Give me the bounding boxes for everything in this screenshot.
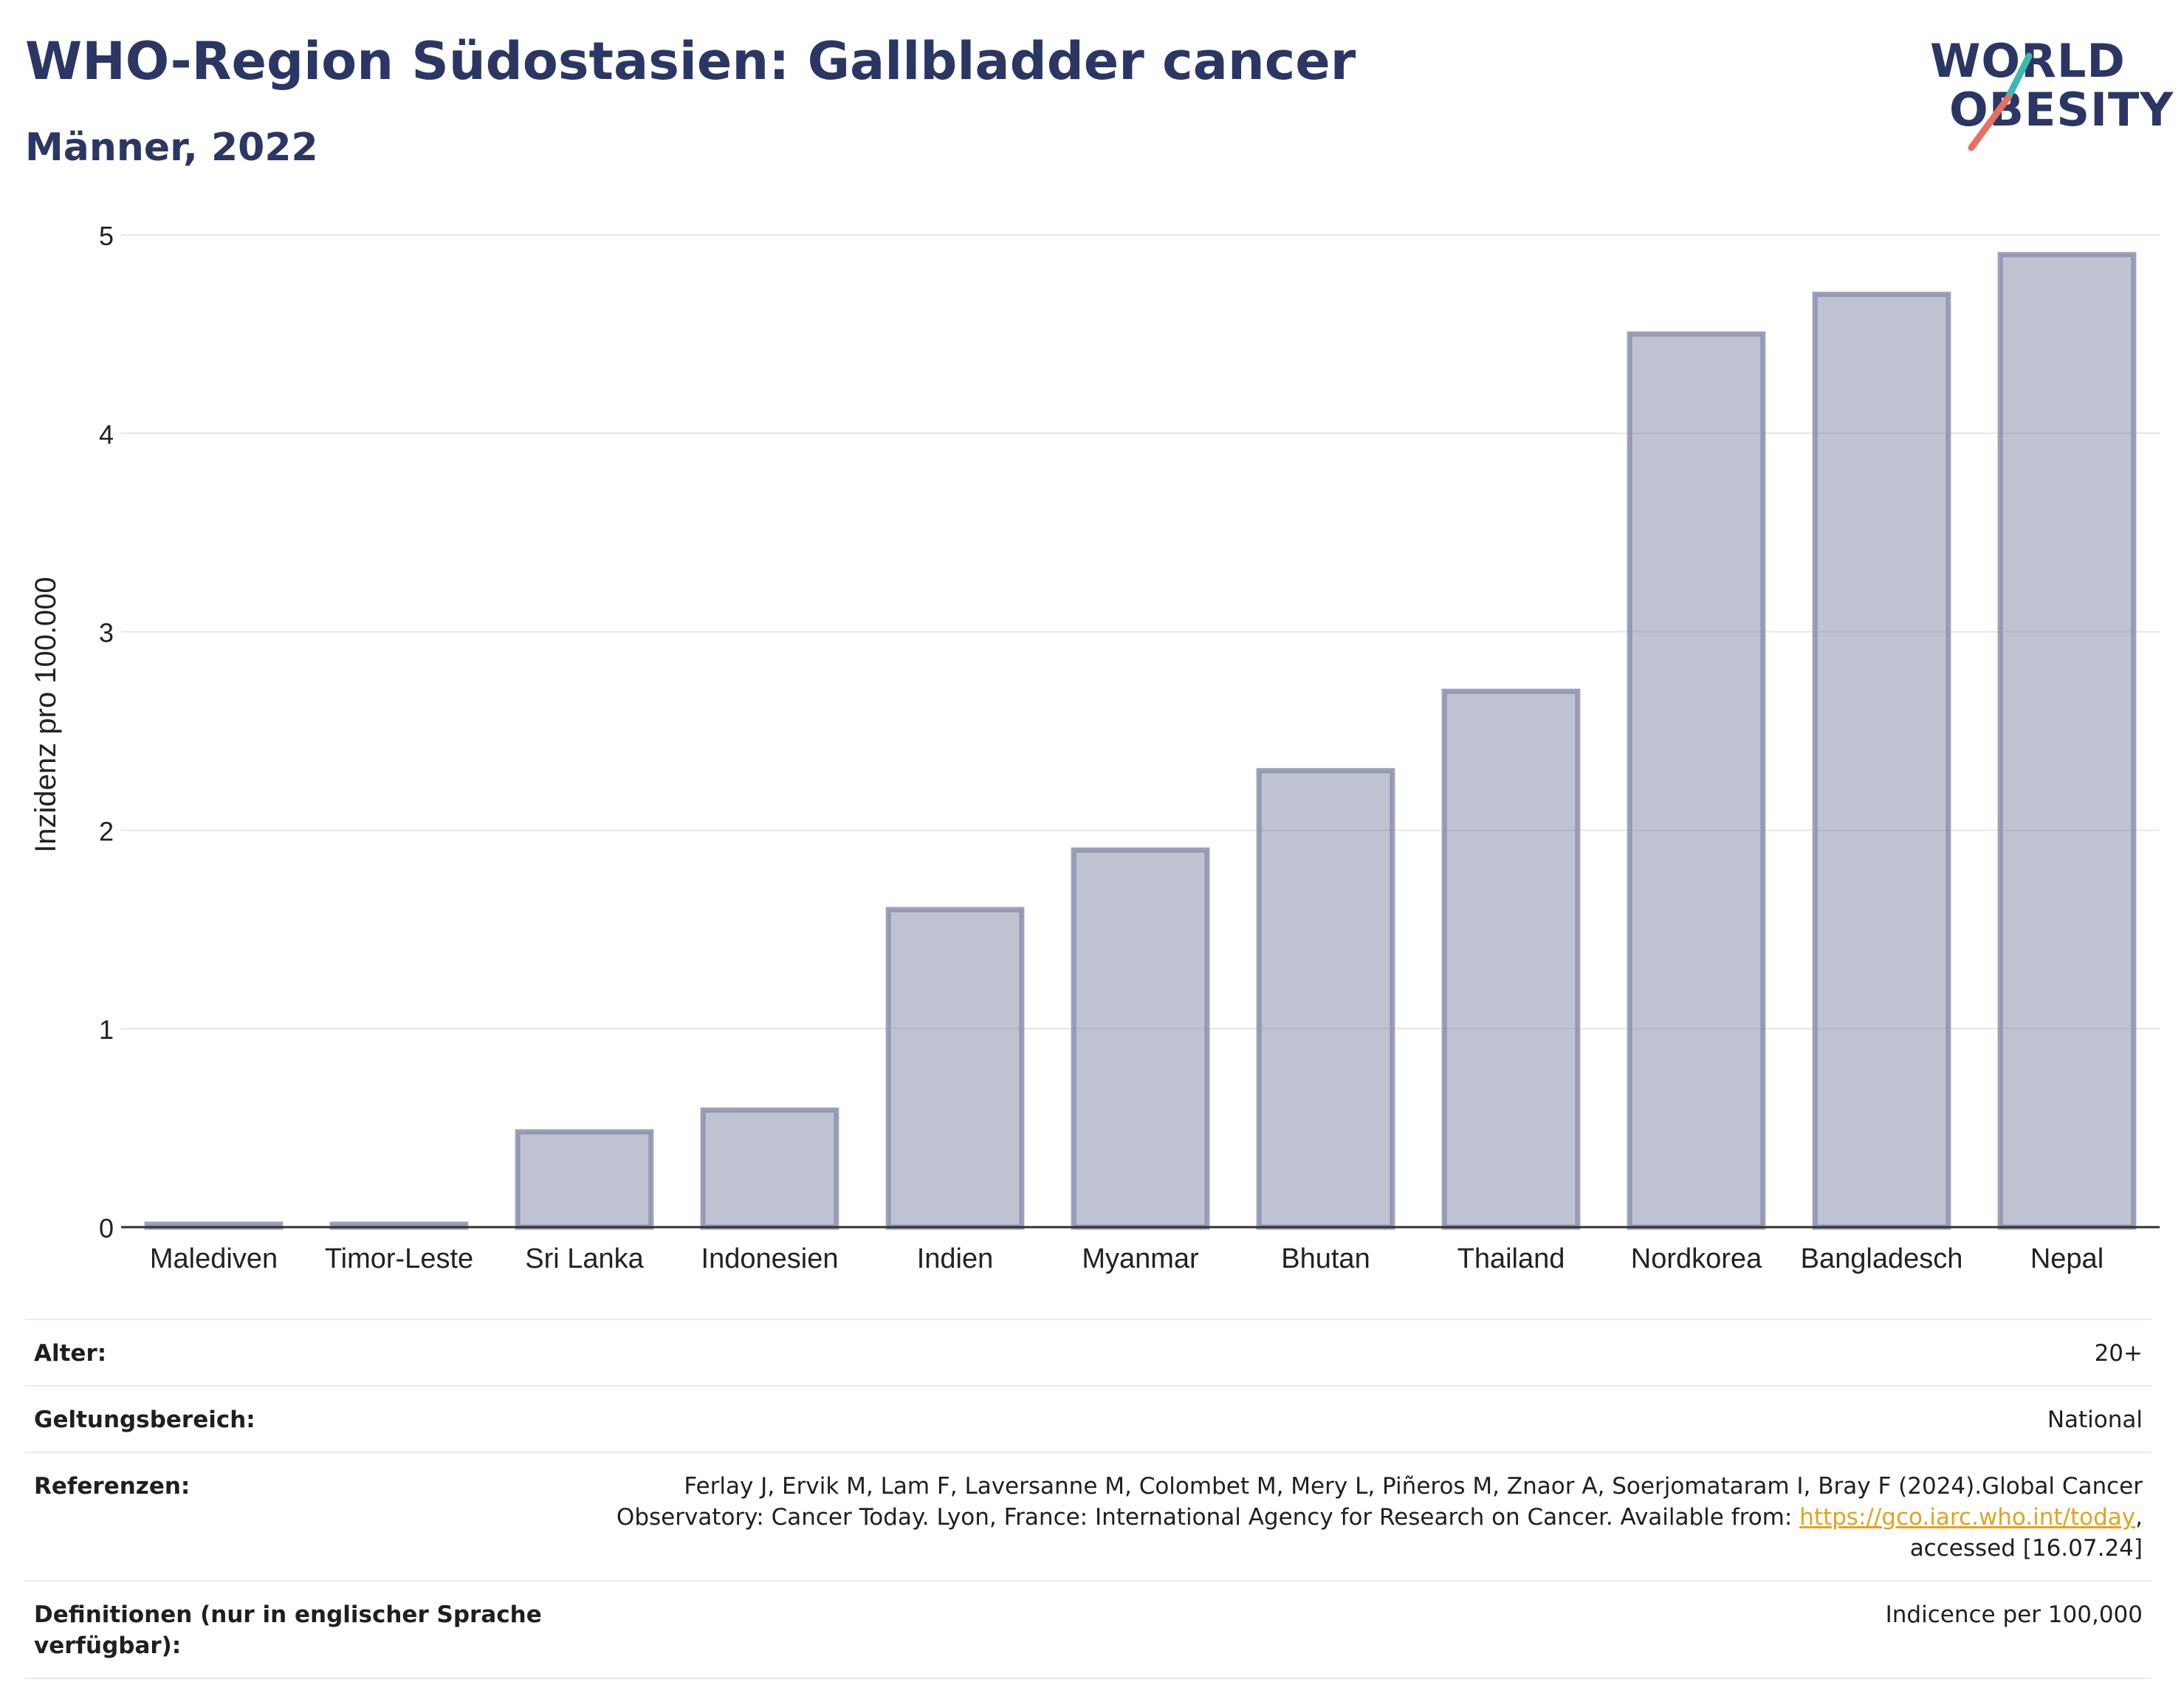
bar-bhutan xyxy=(1256,768,1395,1230)
reference-accessed: , accessed [16.07.24] xyxy=(1909,1504,2143,1562)
meta-value-age: 20+ xyxy=(2094,1340,2143,1367)
meta-row-scope: Geltungsbereich: National xyxy=(25,1385,2152,1452)
bar-nordkorea xyxy=(1627,331,1766,1230)
bar-bangladesch xyxy=(1812,292,1951,1230)
bar-thailand xyxy=(1441,688,1581,1230)
chart-title: WHO-Region Südostasien: Gallbladder canc… xyxy=(25,31,1356,92)
bar-sri-lanka xyxy=(515,1129,654,1230)
bar-nepal xyxy=(1997,252,2137,1230)
chart-subtitle: Männer, 2022 xyxy=(25,126,318,170)
meta-key-scope: Geltungsbereich: xyxy=(34,1407,255,1433)
world-obesity-logo: WORLD OBESITY xyxy=(1920,30,2173,155)
y-tick-label: 5 xyxy=(99,221,114,251)
x-tick-label: Bangladesch xyxy=(1801,1243,1963,1274)
bars xyxy=(144,252,2137,1230)
x-tick-label: Sri Lanka xyxy=(525,1243,644,1274)
bar-chart: 0 1 2 3 4 5 Malediven Timor-Leste Sri Lanka Indon… xyxy=(30,221,2160,1274)
x-tick-label: Myanmar xyxy=(1082,1243,1199,1274)
x-tick-label: Malediven xyxy=(150,1243,278,1274)
y-tick-label: 3 xyxy=(99,618,114,648)
x-tick-label: Indien xyxy=(917,1243,994,1274)
meta-value-scope: National xyxy=(2047,1407,2143,1433)
logo-slash-icon xyxy=(1968,52,2033,151)
bar-indien xyxy=(885,907,1025,1230)
y-axis-title: Inzidenz pro 100.000 xyxy=(30,577,62,853)
reference-link[interactable]: https://gco.iarc.who.int/today xyxy=(1799,1504,2136,1531)
x-tick-label: Nordkorea xyxy=(1631,1243,1762,1274)
meta-value-definitions: Indicence per 100,000 xyxy=(1885,1601,2143,1628)
y-tick-label: 0 xyxy=(99,1213,114,1243)
metadata-table: Alter: 20+ Geltungsbereich: National Ref… xyxy=(25,1319,2152,1679)
x-tick-label: Indonesien xyxy=(701,1243,839,1274)
y-tick-label: 1 xyxy=(99,1014,114,1045)
x-tick-label: Nepal xyxy=(2030,1243,2104,1274)
meta-key-definitions: Definitionen (nur in englischer Sprache … xyxy=(34,1601,542,1659)
bar-myanmar xyxy=(1071,847,1210,1230)
reference-text: Ferlay J, Ervik M, Lam F, Laversanne M, … xyxy=(616,1473,2143,1531)
meta-value-references: Ferlay J, Ervik M, Lam F, Laversanne M, … xyxy=(551,1471,2143,1564)
y-tick-label: 2 xyxy=(99,816,114,846)
meta-row-references: Referenzen: Ferlay J, Ervik M, Lam F, La… xyxy=(25,1452,2152,1580)
meta-key-age: Alter: xyxy=(34,1340,107,1367)
meta-row-age: Alter: 20+ xyxy=(25,1319,2152,1385)
meta-key-references: Referenzen: xyxy=(34,1473,190,1500)
x-tick-label: Thailand xyxy=(1457,1243,1565,1274)
meta-row-definitions: Definitionen (nur in englischer Sprache … xyxy=(25,1580,2152,1679)
x-tick-label: Timor-Leste xyxy=(325,1243,473,1274)
bar-indonesien xyxy=(700,1107,839,1230)
axes: 0 1 2 3 4 5 Malediven Timor-Leste Sri Lanka Indon… xyxy=(99,221,2160,1274)
x-tick-label: Bhutan xyxy=(1281,1243,1370,1274)
y-tick-label: 4 xyxy=(99,419,114,450)
